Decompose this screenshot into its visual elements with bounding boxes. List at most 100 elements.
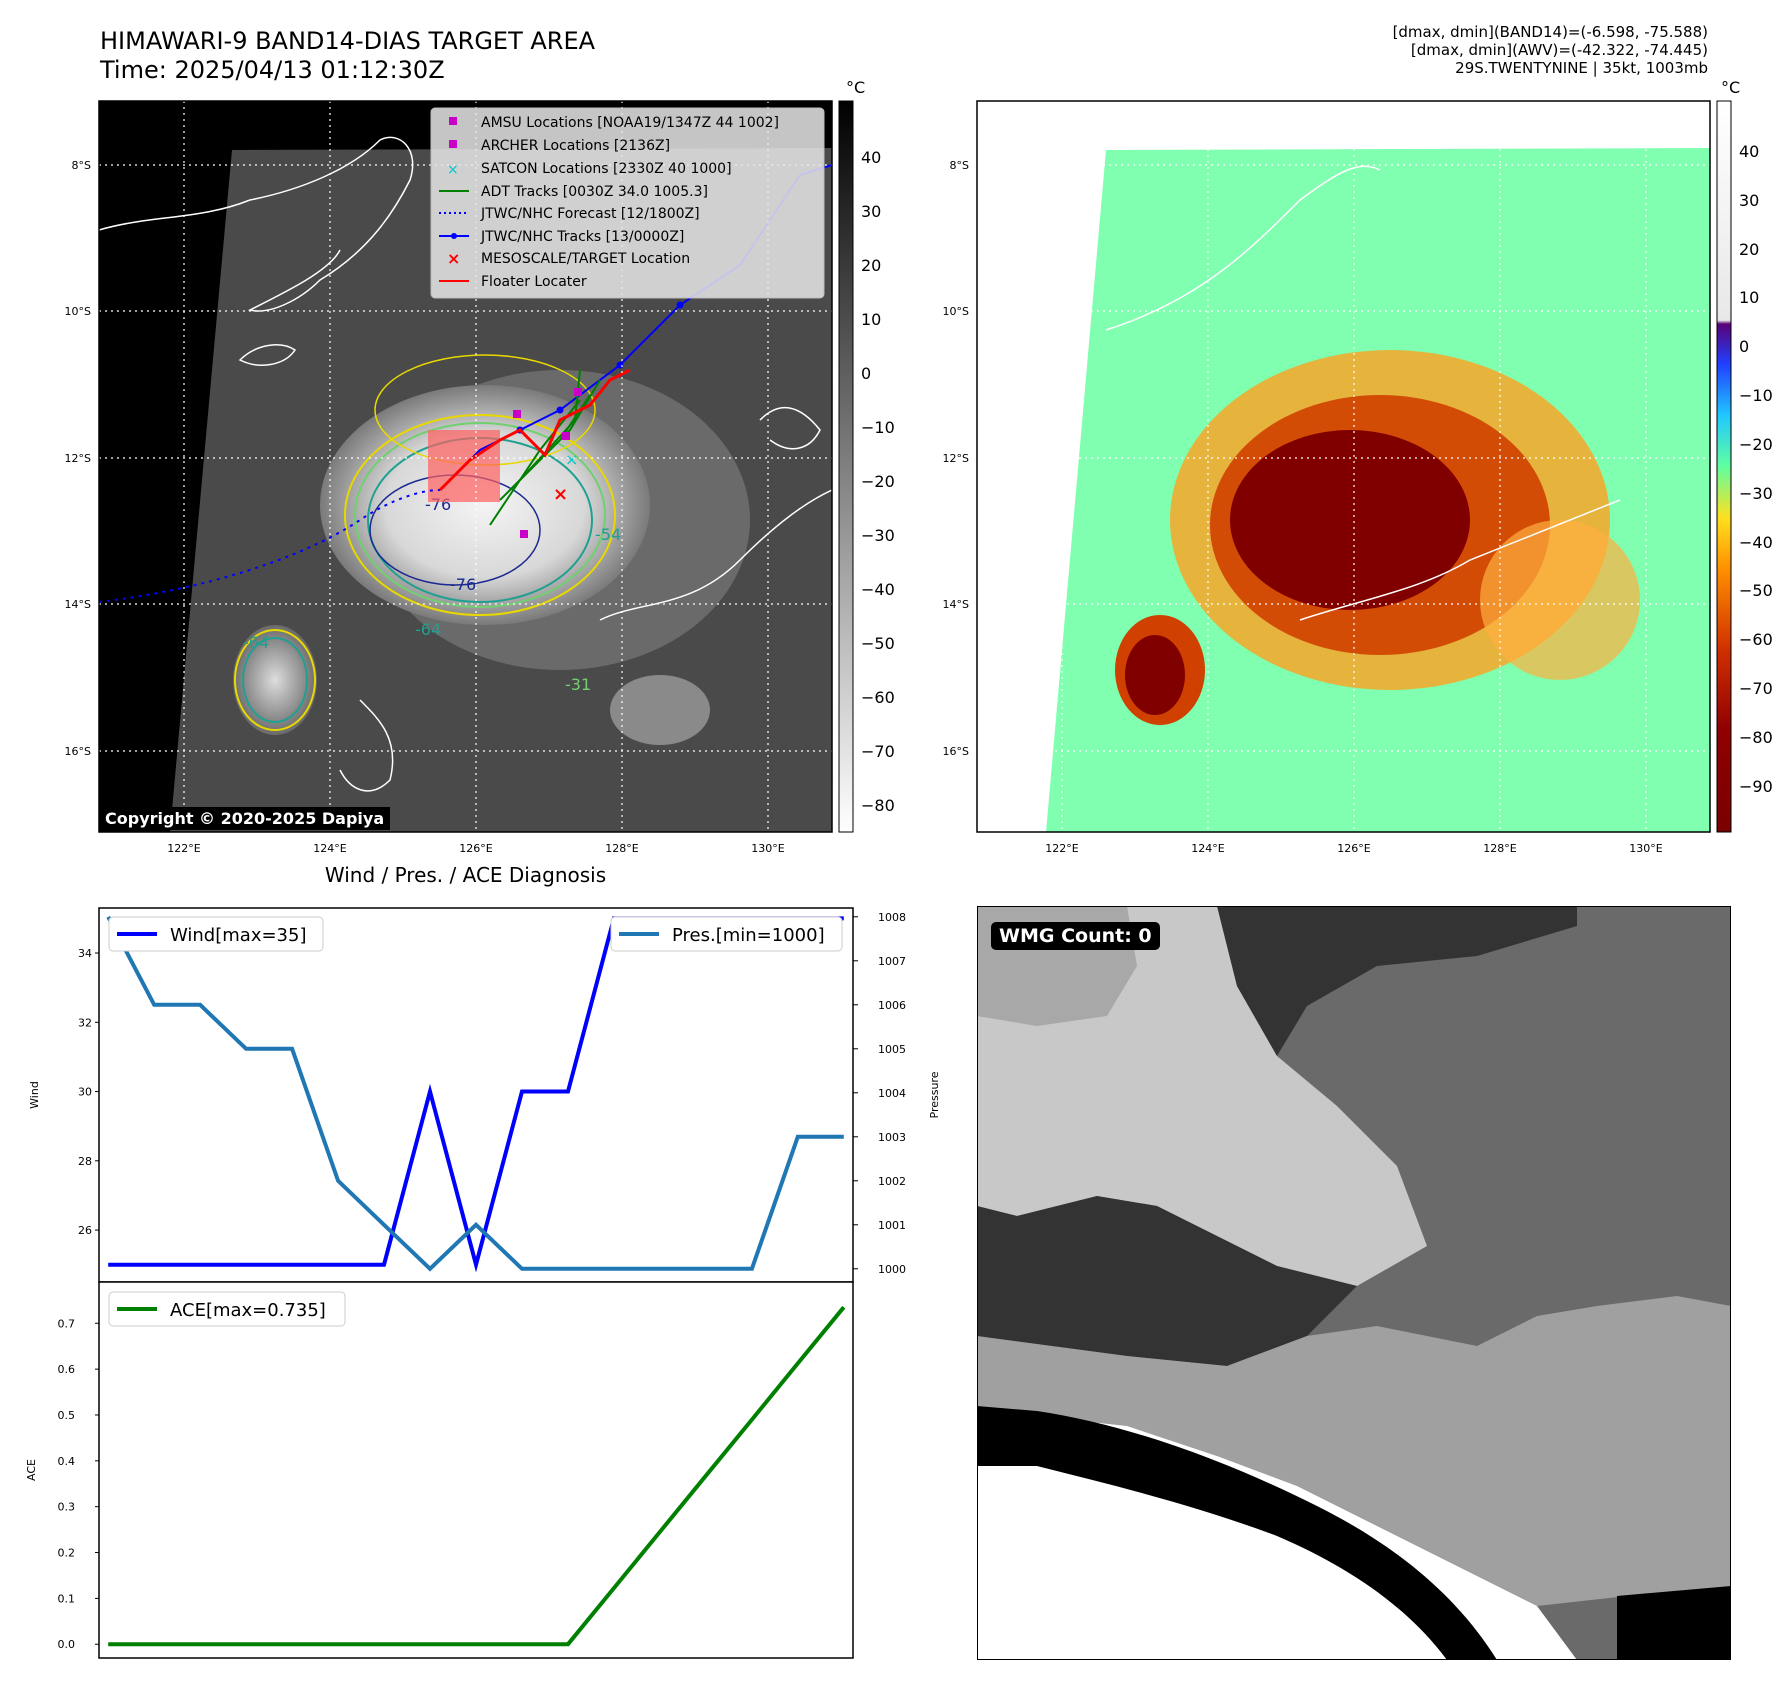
floater-track xyxy=(438,368,631,492)
svg-text:−70: −70 xyxy=(1739,679,1773,698)
svg-text:−70: −70 xyxy=(861,742,895,761)
svg-text:12°S: 12°S xyxy=(65,452,91,465)
pressure-legend: Pres.[min=1000] xyxy=(610,916,843,952)
right-lat-labels: 8°S 10°S 12°S 14°S 16°S xyxy=(943,159,969,758)
wind-tick-label: 30 xyxy=(78,1086,92,1099)
copyright-badge: Copyright © 2020-2025 Dapiya xyxy=(99,807,391,830)
pressure-tick-label: 1008 xyxy=(878,911,906,924)
svg-text:126°E: 126°E xyxy=(459,842,492,855)
svg-text:10: 10 xyxy=(861,310,881,329)
figure-title: HIMAWARI-9 BAND14-DIAS TARGET AREA Time:… xyxy=(100,27,595,85)
satcon-marker: × xyxy=(565,450,578,469)
wmg-count-badge: WMG Count: 0 xyxy=(991,922,1160,950)
gray-colorbar xyxy=(838,100,854,833)
legend-floater: Floater Locater xyxy=(481,274,587,290)
svg-text:20: 20 xyxy=(861,256,881,275)
gray-colorbar-unit: °C xyxy=(846,78,866,97)
svg-text:−30: −30 xyxy=(861,526,895,545)
svg-text:12°S: 12°S xyxy=(943,452,969,465)
title-line-2: Time: 2025/04/13 01:12:30Z xyxy=(100,56,445,84)
ir-map-panel: -76 -76 -64 -64 -54 -31 × × xyxy=(65,100,1773,855)
legend-satcon: SATCON Locations [2330Z 40 1000] xyxy=(481,161,732,177)
legend-jtwc: JTWC/NHC Tracks [13/0000Z] xyxy=(480,229,684,245)
svg-text:122°E: 122°E xyxy=(167,842,200,855)
contour-label-54: -54 xyxy=(595,525,621,544)
pressure-tick-label: 1000 xyxy=(878,1263,906,1276)
diagnosis-title: Wind / Pres. / ACE Diagnosis xyxy=(324,863,607,887)
ace-legend: ACE[max=0.735] xyxy=(108,1291,346,1327)
legend-satcon-icon: × xyxy=(447,162,459,178)
legend-target-icon: × xyxy=(447,249,460,268)
svg-text:10°S: 10°S xyxy=(943,305,969,318)
pressure-tick-label: 1007 xyxy=(878,955,906,968)
wind-tick-label: 32 xyxy=(78,1016,92,1029)
svg-text:14°S: 14°S xyxy=(943,598,969,611)
wmg-panel xyxy=(977,906,1731,1660)
pressure-axis-label: Pressure xyxy=(928,1071,941,1118)
info-line-1: [dmax, dmin](BAND14)=(-6.598, -75.588) xyxy=(1392,23,1708,41)
svg-text:128°E: 128°E xyxy=(1483,842,1516,855)
svg-text:Pres.[min=1000]: Pres.[min=1000] xyxy=(672,925,825,946)
svg-text:8°S: 8°S xyxy=(950,159,969,172)
contour-label-64a: -64 xyxy=(415,620,441,639)
svg-text:10: 10 xyxy=(1739,288,1759,307)
svg-text:−30: −30 xyxy=(1739,484,1773,503)
svg-text:−80: −80 xyxy=(1739,728,1773,747)
svg-text:128°E: 128°E xyxy=(605,842,638,855)
legend-forecast: JTWC/NHC Forecast [12/1800Z] xyxy=(480,206,700,222)
left-lon-labels: 122°E 124°E 126°E 128°E 130°E xyxy=(167,842,784,855)
pressure-tick-label: 1006 xyxy=(878,999,906,1012)
svg-text:10°S: 10°S xyxy=(65,305,91,318)
color-colorbar xyxy=(1716,100,1732,833)
title-line-1: HIMAWARI-9 BAND14-DIAS TARGET AREA xyxy=(100,27,596,55)
wind-pressure-axes xyxy=(98,907,854,1283)
ace-tick-label: 0.1 xyxy=(58,1592,76,1605)
svg-text:−60: −60 xyxy=(861,688,895,707)
svg-text:−50: −50 xyxy=(861,634,895,653)
svg-text:ACE[max=0.735]: ACE[max=0.735] xyxy=(170,1300,326,1321)
info-line-2: [dmax, dmin](AWV)=(-42.322, -74.445) xyxy=(1410,41,1708,59)
svg-text:0: 0 xyxy=(861,364,871,383)
svg-text:−10: −10 xyxy=(861,418,895,437)
color-colorbar-unit: °C xyxy=(1721,78,1741,97)
wind-tick-label: 28 xyxy=(78,1155,92,1168)
svg-text:−90: −90 xyxy=(1739,777,1773,796)
pressure-line xyxy=(106,915,844,1272)
svg-text:30: 30 xyxy=(861,202,881,221)
wind-tick-label: 26 xyxy=(78,1224,92,1237)
svg-text:124°E: 124°E xyxy=(313,842,346,855)
svg-text:−40: −40 xyxy=(1739,533,1773,552)
pressure-tick-label: 1002 xyxy=(878,1175,906,1188)
legend-archer: ARCHER Locations [2136Z] xyxy=(481,138,670,154)
svg-text:−50: −50 xyxy=(1739,581,1773,600)
ace-tick-label: 0.4 xyxy=(58,1455,76,1468)
ace-tick-label: 0.2 xyxy=(58,1547,76,1560)
jtwc-forecast-track xyxy=(99,489,441,603)
info-line-3: 29S.TWENTYNINE | 35kt, 1003mb xyxy=(1455,59,1708,77)
ace-tick-label: 0.6 xyxy=(58,1363,76,1376)
svg-text:−80: −80 xyxy=(861,796,895,815)
ace-tick-labels: 0.7 0.6 0.5 0.4 0.3 0.2 0.1 0.0 xyxy=(58,1317,99,1651)
legend-amsu-icon xyxy=(449,117,457,125)
svg-text:126°E: 126°E xyxy=(1337,842,1370,855)
ace-tick-label: 0.5 xyxy=(58,1409,76,1422)
svg-text:40: 40 xyxy=(861,148,881,167)
gray-colorbar-ticks: 40 30 20 10 0 −10 −20 −30 −40 −50 −60 −7… xyxy=(861,148,895,815)
svg-text:40: 40 xyxy=(1739,142,1759,161)
legend-adt: ADT Tracks [0030Z 34.0 1005.3] xyxy=(481,184,708,200)
svg-text:30: 30 xyxy=(1739,191,1759,210)
wind-tick-labels: 34 32 30 28 26 xyxy=(78,947,99,1237)
intensity-info: [dmax, dmin](BAND14)=(-6.598, -75.588) [… xyxy=(1393,23,1708,77)
svg-text:130°E: 130°E xyxy=(1629,842,1662,855)
pressure-tick-label: 1005 xyxy=(878,1043,906,1056)
map-legend: AMSU Locations [NOAA19/1347Z 44 1002] AR… xyxy=(430,107,825,299)
color-colorbar-ticks: 40 30 20 10 0 −10 −20 −30 −40 −50 −60 −7… xyxy=(1739,142,1773,796)
pressure-tick-label: 1001 xyxy=(878,1219,906,1232)
ace-line xyxy=(108,1305,846,1647)
ace-tick-label: 0.0 xyxy=(58,1638,76,1651)
left-lat-labels: 8°S 10°S 12°S 14°S 16°S xyxy=(65,159,91,758)
svg-text:0: 0 xyxy=(1739,337,1749,356)
svg-text:122°E: 122°E xyxy=(1045,842,1078,855)
ace-tick-label: 0.3 xyxy=(58,1501,76,1514)
